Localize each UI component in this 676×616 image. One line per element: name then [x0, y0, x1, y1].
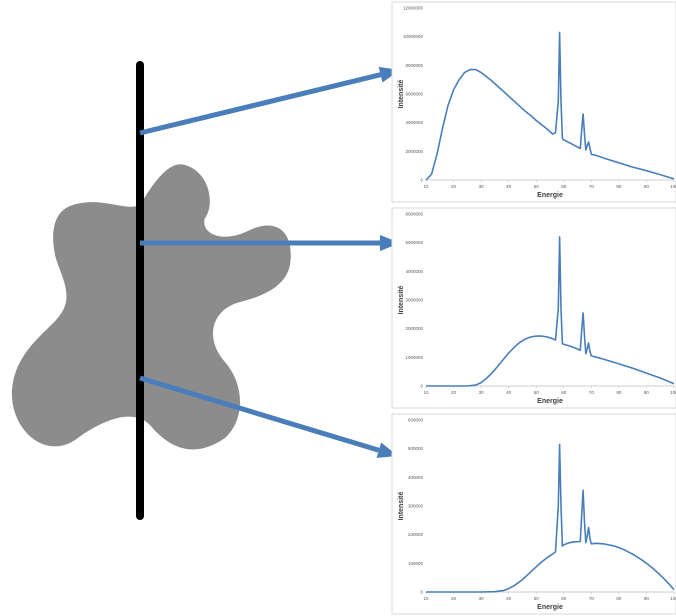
x-tick-label: 90 — [644, 184, 650, 189]
x-tick-label: 30 — [479, 596, 485, 601]
y-tick-label: 4000000 — [405, 269, 423, 274]
plot-frame — [391, 413, 676, 615]
y-tick-label: 3000000 — [405, 298, 423, 303]
y-tick-label: 0 — [420, 384, 423, 389]
x-tick-label: 10 — [423, 390, 429, 395]
x-tick-label: 60 — [561, 596, 567, 601]
x-tick-label: 40 — [506, 390, 512, 395]
x-tick-label: 100 — [670, 596, 676, 601]
y-tick-label: 0 — [420, 590, 423, 595]
x-tick-label: 10 — [423, 596, 429, 601]
x-tick-label: 20 — [451, 184, 457, 189]
spectrum-plot-top: 10 20 30 40 50 60 70 80 90 100 0 2000000 4000000 6000… — [391, 1, 676, 203]
x-tick-label: 30 — [479, 184, 485, 189]
spectrum-plot-middle: 10 20 30 40 50 60 70 80 90 100 0 1000000 2000000 3000… — [391, 207, 676, 409]
x-tick-label: 40 — [506, 596, 512, 601]
arrow-head-1 — [380, 235, 400, 251]
x-tick-label: 100 — [670, 390, 676, 395]
spectrum-curve — [426, 443, 675, 593]
x-axis-title: Energie — [537, 192, 563, 199]
y-tick-label: 4000000 — [405, 120, 423, 125]
y-tick-label: 6000000 — [405, 92, 423, 97]
y-tick-label: 200000 — [408, 532, 424, 537]
arrows — [139, 66, 400, 458]
object-shape — [11, 164, 291, 450]
x-tick-label: 90 — [644, 596, 650, 601]
arrow-shaft-2 — [139, 375, 380, 453]
x-axis-title: Energie — [537, 604, 563, 611]
x-tick-label: 50 — [534, 596, 540, 601]
y-tick-label: 5000000 — [405, 240, 423, 245]
x-tick-label: 70 — [589, 390, 595, 395]
x-tick-label: 60 — [561, 390, 567, 395]
y-tick-label: 6000000 — [405, 212, 423, 217]
plot-frame — [391, 1, 676, 203]
spectrum-plot-bottom: 10 20 30 40 50 60 70 80 90 100 0 100000 200000 300000… — [391, 413, 676, 615]
y-tick-label: 600000 — [408, 418, 424, 423]
x-tick-label: 30 — [479, 390, 485, 395]
y-tick-label: 8000000 — [405, 63, 423, 68]
y-tick-label: 100000 — [408, 561, 424, 566]
x-tick-label: 60 — [561, 184, 567, 189]
x-tick-label: 90 — [644, 390, 650, 395]
x-tick-label: 50 — [534, 390, 540, 395]
y-tick-label: 10000000 — [403, 34, 424, 39]
y-tick-label: 2000000 — [405, 326, 423, 331]
x-tick-label: 70 — [589, 596, 595, 601]
y-tick-label: 400000 — [408, 475, 424, 480]
spectrum-curve — [426, 236, 675, 387]
y-axis-title: Intensité — [398, 80, 405, 109]
x-axis-title: Energie — [537, 398, 563, 405]
x-tick-label: 20 — [451, 596, 457, 601]
y-tick-label: 12000000 — [403, 6, 424, 11]
y-tick-label: 500000 — [408, 446, 424, 451]
y-tick-label: 1000000 — [405, 355, 423, 360]
y-tick-label: 2000000 — [405, 149, 423, 154]
y-tick-label: 0 — [420, 178, 423, 183]
plot-frame — [391, 207, 676, 409]
spectrum-curve — [425, 31, 675, 181]
x-tick-label: 80 — [616, 390, 622, 395]
arrow-shaft-0 — [139, 72, 382, 136]
x-tick-label: 100 — [670, 184, 676, 189]
x-tick-label: 70 — [589, 184, 595, 189]
x-tick-label: 50 — [534, 184, 540, 189]
x-tick-label: 80 — [616, 596, 622, 601]
x-tick-label: 20 — [451, 390, 457, 395]
x-tick-label: 80 — [616, 184, 622, 189]
y-axis-title: Intensité — [398, 286, 405, 315]
x-tick-label: 10 — [423, 184, 429, 189]
y-tick-label: 300000 — [408, 504, 424, 509]
x-tick-label: 40 — [506, 184, 512, 189]
y-axis-title: Intensité — [398, 492, 405, 521]
